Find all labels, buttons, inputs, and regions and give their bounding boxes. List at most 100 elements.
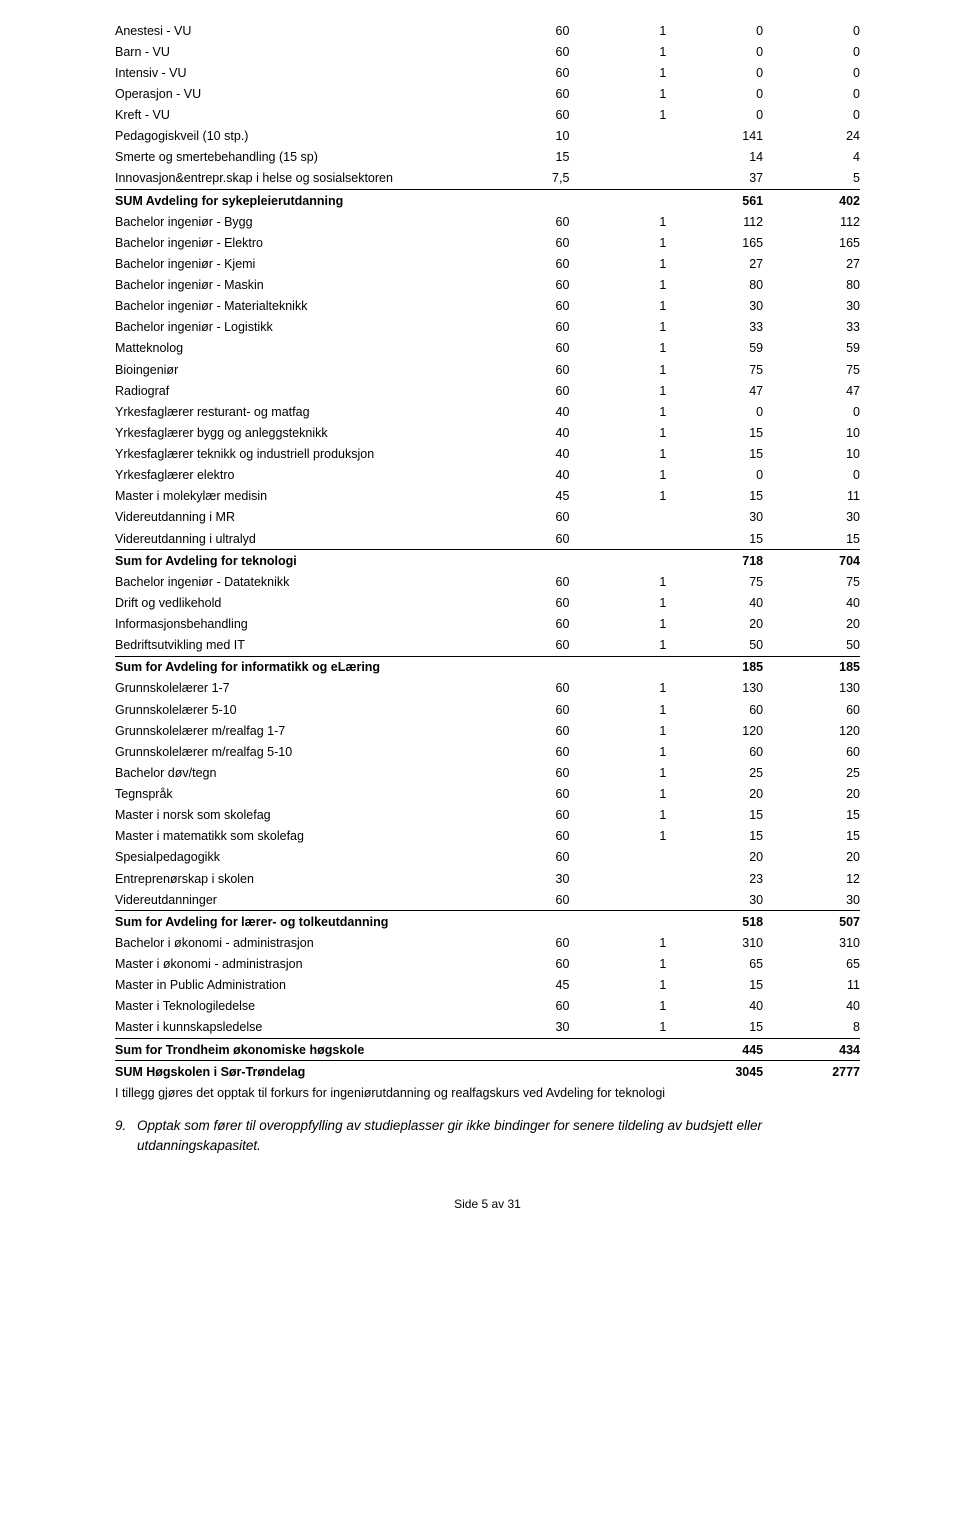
table-cell: 0 [763,401,860,422]
table-cell: 60 [473,678,570,699]
table-cell: 50 [666,635,763,657]
table-cell [473,190,570,212]
table-cell: 4 [763,147,860,168]
table-cell: Sum for Avdeling for teknologi [115,550,473,572]
table-cell: 1 [569,996,666,1017]
table-cell: 30 [473,868,570,889]
table-row: Grunnskolelærer m/realfag 5-106016060 [115,741,860,762]
table-cell: 1 [569,571,666,592]
table-cell: 15 [473,147,570,168]
table-cell: 60 [473,507,570,528]
table-cell: 0 [763,41,860,62]
table-cell: 507 [763,911,860,933]
table-cell: 14 [666,147,763,168]
table-cell: 1 [569,678,666,699]
table-cell: Bachelor ingeniør - Materialteknikk [115,296,473,317]
table-cell: Tegnspråk [115,784,473,805]
table-cell: 15 [666,528,763,550]
table-cell: Anestesi - VU [115,20,473,41]
table-cell: 1 [569,20,666,41]
table-cell: 704 [763,550,860,572]
table-cell: 60 [473,253,570,274]
table-row: Grunnskolelærer 1-7601130130 [115,678,860,699]
table-cell: 60 [473,20,570,41]
table-cell: 0 [763,20,860,41]
table-cell: 47 [763,380,860,401]
table-cell: 60 [473,784,570,805]
table-row: Bachelor ingeniør - Bygg601112112 [115,211,860,232]
table-cell: Yrkesfaglærer resturant- og matfag [115,401,473,422]
table-cell: 50 [763,635,860,657]
table-cell: Bachelor ingeniør - Logistikk [115,317,473,338]
table-cell: Videreutdanning i ultralyd [115,528,473,550]
table-cell: 30 [763,889,860,911]
table-cell: Spesialpedagogikk [115,847,473,868]
table-cell [569,550,666,572]
table-cell: 60 [473,592,570,613]
table-row: Bachelor døv/tegn6012525 [115,762,860,783]
table-cell: 11 [763,486,860,507]
table-cell: 1 [569,232,666,253]
table-cell: 60 [473,826,570,847]
table-cell: 165 [666,232,763,253]
table-cell: 310 [763,932,860,953]
table-cell: 15 [763,528,860,550]
table-cell: Bachelor ingeniør - Bygg [115,211,473,232]
table-cell: Barn - VU [115,41,473,62]
table-cell: 165 [763,232,860,253]
table-row: Barn - VU60100 [115,41,860,62]
note-text: I tillegg gjøres det opptak til forkurs … [115,1084,860,1102]
table-cell: 30 [666,507,763,528]
table-row: Bioingeniør6017575 [115,359,860,380]
table-cell: 1 [569,826,666,847]
table-cell: Smerte og smertebehandling (15 sp) [115,147,473,168]
table-row: Videreutdanning i MR603030 [115,507,860,528]
table-cell: 1 [569,338,666,359]
table-cell: 60 [473,528,570,550]
table-cell: 10 [473,126,570,147]
table-cell: 1 [569,465,666,486]
table-cell: 0 [666,20,763,41]
table-cell: 402 [763,190,860,212]
table-cell: 445 [666,1039,763,1061]
table-cell: 141 [666,126,763,147]
table-cell: 60 [473,62,570,83]
table-cell [569,889,666,911]
table-row: Pedagogiskveil (10 stp.)1014124 [115,126,860,147]
table-cell: 40 [666,996,763,1017]
table-row: Bachelor ingeniør - Datateknikk6017575 [115,571,860,592]
table-cell: Sum for Trondheim økonomiske høgskole [115,1039,473,1061]
table-row: Operasjon - VU60100 [115,83,860,104]
table-cell: 60 [473,720,570,741]
table-cell: Innovasjon&entrepr.skap i helse og sosia… [115,168,473,190]
table-cell: Bachelor ingeniør - Kjemi [115,253,473,274]
table-cell: 1 [569,253,666,274]
table-cell: 30 [666,296,763,317]
page-footer: Side 5 av 31 [115,1196,860,1213]
table-cell [473,1061,570,1083]
table-cell: 30 [666,889,763,911]
table-row: SUM Avdeling for sykepleierutdanning5614… [115,190,860,212]
table-row: Yrkesfaglærer bygg og anleggsteknikk4011… [115,422,860,443]
table-cell: 1 [569,444,666,465]
table-cell: 75 [666,359,763,380]
table-cell: 65 [666,954,763,975]
table-cell [473,911,570,933]
table-cell: 1 [569,805,666,826]
table-cell: Grunnskolelærer 1-7 [115,678,473,699]
table-row: Yrkesfaglærer teknikk og industriell pro… [115,444,860,465]
table-row: Master i matematikk som skolefag6011515 [115,826,860,847]
table-cell: 112 [666,211,763,232]
table-row: Master i økonomi - administrasjon6016565 [115,954,860,975]
table-cell: 40 [763,592,860,613]
table-row: Master i kunnskapsledelse301158 [115,1017,860,1039]
table-cell: 120 [666,720,763,741]
table-row: Sum for Avdeling for lærer- og tolkeutda… [115,911,860,933]
table-cell: 60 [473,741,570,762]
table-cell: 15 [763,805,860,826]
table-cell: 120 [763,720,860,741]
table-cell: 11 [763,975,860,996]
table-cell: 59 [666,338,763,359]
table-cell: 12 [763,868,860,889]
table-cell [473,1039,570,1061]
